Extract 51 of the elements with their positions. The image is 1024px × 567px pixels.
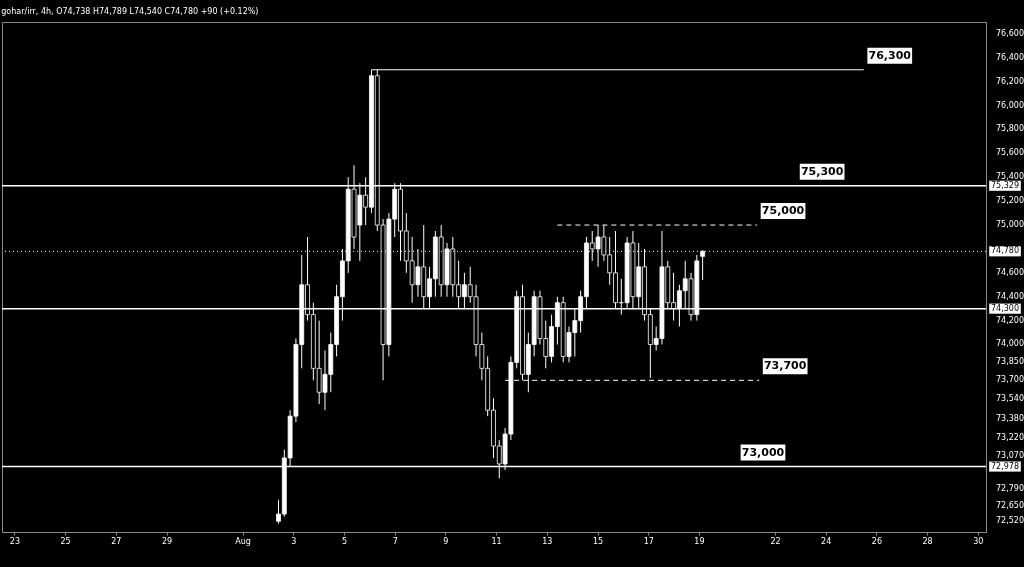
x-tick-label: 26 [871, 536, 883, 546]
y-tick-label: 74,400 [996, 291, 1024, 301]
x-tick-label: 15 [592, 536, 604, 546]
y-tick-label: 73,380 [996, 413, 1024, 423]
y-tick-label: 76,600 [996, 28, 1024, 38]
x-tick-label: Aug [235, 536, 251, 546]
y-tick-label: 76,000 [996, 100, 1024, 110]
y-tick-label: 74,600 [996, 267, 1024, 277]
y-tick-label: 76,200 [996, 76, 1024, 86]
x-tick-label: 13 [542, 536, 553, 546]
y-tick-label: 73,220 [996, 432, 1024, 442]
y-tick-label: 73,850 [996, 357, 1024, 367]
ref-line-label: 74,780 [991, 246, 1019, 256]
y-tick-label: 73,070 [996, 450, 1024, 460]
ref-line-label: 72,978 [991, 461, 1019, 471]
chart-title: gohar/irr, 4h, O74,738 H74,789 L74,540 C74,780 +90 (+0.12%) [1, 7, 259, 16]
annotation: 73,000 [741, 445, 785, 459]
y-tick-label: 72,520 [996, 516, 1024, 526]
x-tick-label: 22 [770, 536, 781, 546]
y-tick-label: 75,200 [996, 196, 1024, 206]
y-tick-label: 72,790 [996, 484, 1024, 493]
x-tick-label: 9 [443, 536, 449, 546]
x-tick-label: 28 [922, 536, 933, 546]
series-label: 76,300 [868, 48, 912, 62]
y-tick-label: 75,800 [996, 124, 1024, 134]
x-tick-label: 17 [643, 536, 654, 546]
x-tick-label: 3 [291, 536, 297, 546]
x-tick-label: 7 [392, 536, 398, 546]
ref-line-label: 75,329 [991, 180, 1019, 190]
y-tick-label: 76,400 [996, 52, 1024, 62]
x-tick-label: 11 [491, 536, 502, 546]
y-tick-label: 75,400 [996, 172, 1024, 182]
series-label: 75,000 [761, 204, 805, 218]
annotation: 75,300 [800, 164, 844, 178]
y-tick-label: 72,650 [996, 500, 1024, 510]
y-tick-label: 74,000 [996, 339, 1024, 349]
y-tick-label: 75,000 [996, 220, 1024, 230]
y-tick-label: 73,540 [996, 394, 1024, 404]
x-tick-label: 23 [9, 536, 20, 546]
x-tick-label: 19 [694, 536, 705, 546]
y-tick-label: 74,200 [996, 315, 1024, 325]
x-tick-label: 24 [821, 536, 832, 546]
y-tick-label: 73,700 [996, 375, 1024, 385]
series-label: 73,700 [763, 359, 807, 373]
x-tick-label: 27 [111, 536, 122, 546]
x-tick-label: 29 [161, 536, 173, 546]
x-tick-label: 30 [973, 536, 984, 546]
x-tick-label: 25 [60, 536, 71, 546]
x-tick-label: 5 [341, 536, 348, 546]
ref-line-label: 74,300 [991, 303, 1019, 313]
y-tick-label: 75,600 [996, 148, 1024, 158]
